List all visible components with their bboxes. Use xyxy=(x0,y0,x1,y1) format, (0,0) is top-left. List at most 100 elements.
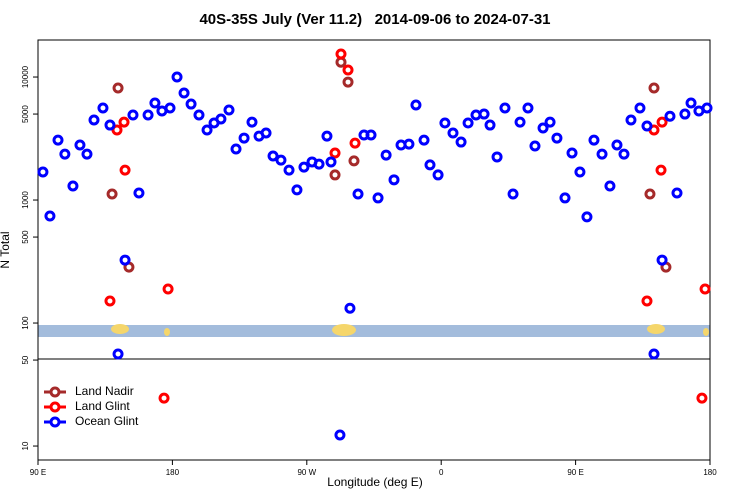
y-tick-label: 1000 xyxy=(21,191,30,209)
point xyxy=(388,174,400,186)
point xyxy=(491,151,503,163)
y-axis-label: N Total xyxy=(0,231,12,268)
x-tick-label: 180 xyxy=(703,468,717,477)
x-tick-label: 0 xyxy=(439,468,444,477)
point xyxy=(544,116,556,128)
point xyxy=(696,392,708,404)
point xyxy=(158,392,170,404)
point xyxy=(298,161,310,173)
y-tick-label: 500 xyxy=(21,230,30,244)
point xyxy=(52,134,64,146)
point xyxy=(537,122,549,134)
point xyxy=(432,169,444,181)
x-tick-label: 90 E xyxy=(567,468,583,477)
point xyxy=(656,254,668,266)
point xyxy=(588,134,600,146)
point xyxy=(507,188,519,200)
point xyxy=(604,180,616,192)
point xyxy=(142,109,154,121)
point xyxy=(223,104,235,116)
point xyxy=(313,158,325,170)
point xyxy=(655,164,667,176)
point xyxy=(74,139,86,151)
point xyxy=(484,119,496,131)
point xyxy=(648,82,660,94)
point xyxy=(372,192,384,204)
point xyxy=(342,64,354,76)
point xyxy=(352,188,364,200)
land-shape xyxy=(647,324,665,334)
x-tick-label: 180 xyxy=(166,468,180,477)
point xyxy=(342,76,354,88)
point xyxy=(334,429,346,441)
point xyxy=(566,147,578,159)
point xyxy=(478,108,490,120)
point xyxy=(656,116,668,128)
point xyxy=(581,211,593,223)
legend-marker xyxy=(49,416,61,428)
point xyxy=(701,102,713,114)
y-tick-label: 50 xyxy=(21,355,30,364)
point xyxy=(149,97,161,109)
x-tick-label: 90 W xyxy=(297,468,316,477)
legend-label: Ocean Glint xyxy=(75,414,139,428)
point xyxy=(349,137,361,149)
point xyxy=(559,192,571,204)
point xyxy=(88,114,100,126)
point xyxy=(164,102,176,114)
x-tick-label: 90 E xyxy=(30,468,46,477)
point xyxy=(104,119,116,131)
y-tick-label: 10 xyxy=(21,441,30,450)
point xyxy=(329,147,341,159)
y-tick-label: 10000 xyxy=(21,65,30,88)
point xyxy=(634,102,646,114)
x-axis-label: Longitude (deg E) xyxy=(327,475,422,489)
point xyxy=(67,180,79,192)
point xyxy=(127,109,139,121)
point xyxy=(37,166,49,178)
point xyxy=(325,156,337,168)
point xyxy=(59,148,71,160)
point xyxy=(112,348,124,360)
point xyxy=(97,102,109,114)
point xyxy=(344,302,356,314)
point xyxy=(185,98,197,110)
land-shape xyxy=(332,324,356,336)
point xyxy=(365,129,377,141)
point xyxy=(260,127,272,139)
point xyxy=(335,48,347,60)
point xyxy=(424,159,436,171)
point xyxy=(679,108,691,120)
point xyxy=(664,110,676,122)
y-tick-label: 100 xyxy=(21,316,30,330)
point xyxy=(267,150,279,162)
point xyxy=(596,148,608,160)
land-shape xyxy=(703,328,709,336)
point xyxy=(611,139,623,151)
point xyxy=(104,295,116,307)
legend-marker xyxy=(49,386,61,398)
point xyxy=(162,283,174,295)
point xyxy=(410,99,422,111)
point xyxy=(671,187,683,199)
point xyxy=(648,348,660,360)
y-tick-label: 5000 xyxy=(21,105,30,123)
point xyxy=(238,132,250,144)
point xyxy=(514,116,526,128)
legend-label: Land Glint xyxy=(75,399,130,413)
point xyxy=(215,113,227,125)
point xyxy=(618,148,630,160)
map-strip xyxy=(38,324,710,337)
point xyxy=(329,169,341,181)
point xyxy=(283,164,295,176)
point xyxy=(118,116,130,128)
point xyxy=(522,102,534,114)
point xyxy=(641,295,653,307)
point xyxy=(380,149,392,161)
point xyxy=(119,164,131,176)
point xyxy=(44,210,56,222)
point xyxy=(644,188,656,200)
point xyxy=(529,140,541,152)
point xyxy=(699,283,711,295)
